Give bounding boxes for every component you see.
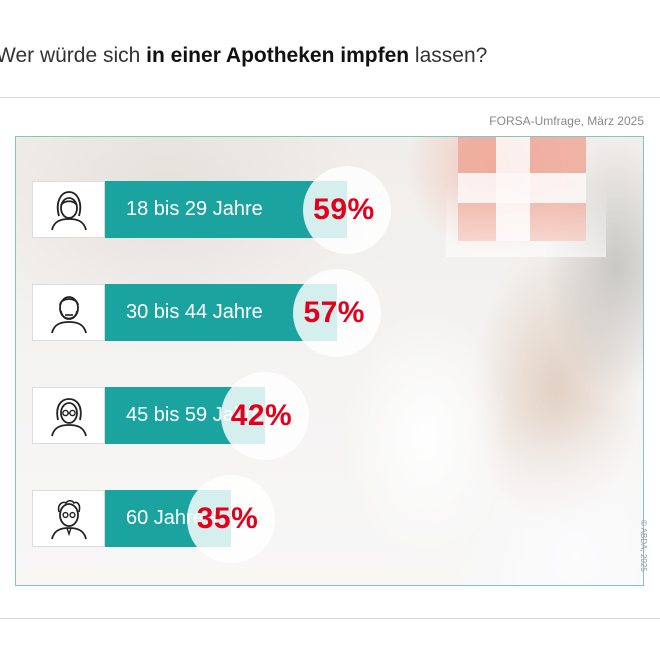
- chart-frame: 18 bis 29 Jahre 59% 30 bis 44 Jahre 57% 45 b…: [15, 136, 644, 586]
- value-label: 35%: [196, 502, 259, 535]
- value-label: 59%: [313, 193, 375, 226]
- value-bubble: [303, 166, 392, 254]
- value-label: 42%: [230, 399, 293, 432]
- young-woman-icon: [51, 191, 87, 231]
- value-label: 57%: [303, 296, 365, 329]
- chart-title: Wer würde sich in einer Apotheken impfen…: [0, 44, 488, 67]
- value-bubble: [293, 269, 382, 357]
- bearded-man-icon: [51, 296, 87, 334]
- age-group-icon-box: [32, 284, 105, 341]
- value-bubble: [220, 372, 309, 460]
- bottom-divider: [0, 618, 660, 619]
- age-group-icon-box: [32, 387, 105, 444]
- top-divider: [0, 97, 660, 98]
- age-group-icon-box: [32, 490, 105, 547]
- category-label: 18 bis 29 Jahre: [126, 198, 263, 220]
- senior-man-icon: [51, 499, 87, 540]
- category-label: 30 bis 44 Jahre: [126, 301, 263, 323]
- source-note: FORSA-Umfrage, März 2025: [489, 114, 644, 128]
- image-credit: © ABDA, 2025: [639, 520, 648, 572]
- value-bubble: [186, 475, 275, 563]
- age-group-icon-box: [32, 181, 105, 238]
- woman-with-glasses-icon: [51, 398, 87, 437]
